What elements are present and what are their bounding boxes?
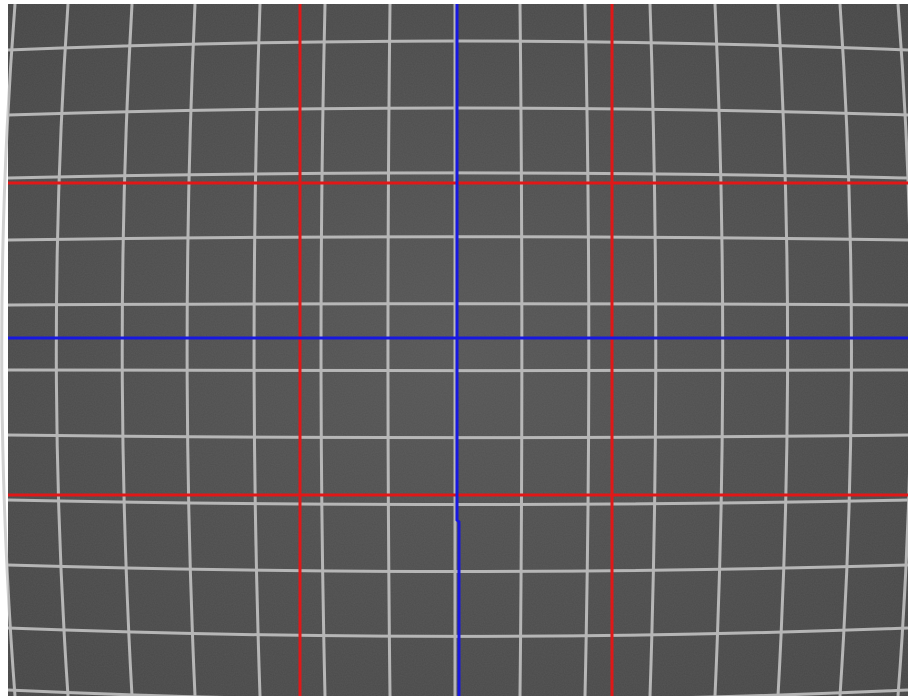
page: (() => { const svg = document.getElement… [0, 0, 908, 696]
camera-view [0, 0, 908, 696]
